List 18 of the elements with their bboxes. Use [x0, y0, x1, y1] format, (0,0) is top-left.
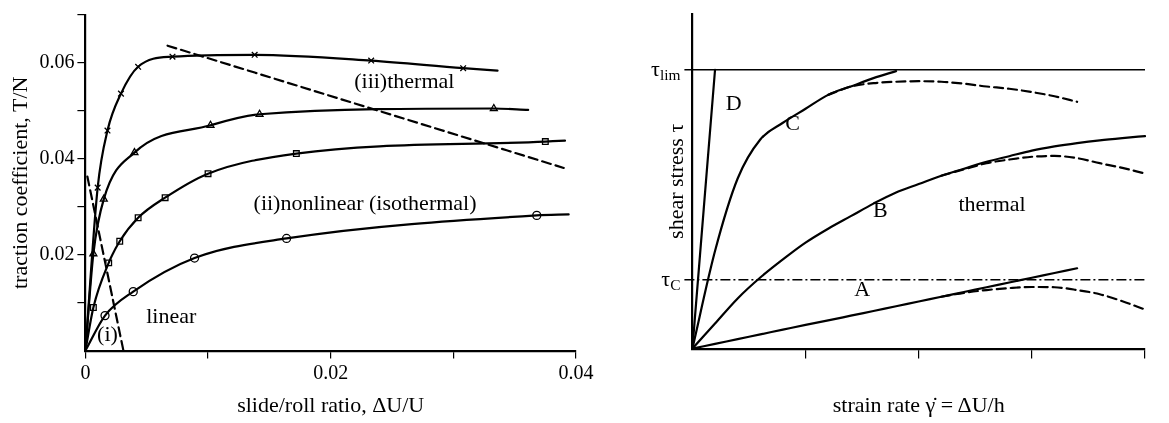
annotation: thermal: [958, 190, 1026, 216]
x-axis-title: slide/roll ratio, ΔU/U: [237, 391, 425, 417]
y-tick-label: 0.02: [39, 241, 75, 264]
annotation: D: [725, 90, 742, 116]
x-tick-label: 0.04: [558, 360, 594, 383]
annotation: (iii)thermal: [354, 67, 455, 93]
annotation: (ii)nonlinear (isothermal): [253, 190, 477, 216]
annotation: B: [872, 197, 888, 223]
annotation: (i): [97, 321, 118, 347]
y-axis-title: traction coefficient, T/N: [6, 76, 32, 289]
annotation: linear: [146, 302, 197, 328]
y-tick-label: 0.06: [39, 50, 75, 73]
x-tick-label: 0: [80, 360, 91, 383]
annotation: A: [854, 275, 871, 301]
y-axis-title: shear stress τ: [662, 123, 688, 239]
x-axis-title: strain rate γ̇ = ΔU/h: [832, 391, 1005, 417]
y-tick-label: 0.04: [39, 146, 75, 169]
x-tick-label: 0.02: [313, 360, 349, 383]
